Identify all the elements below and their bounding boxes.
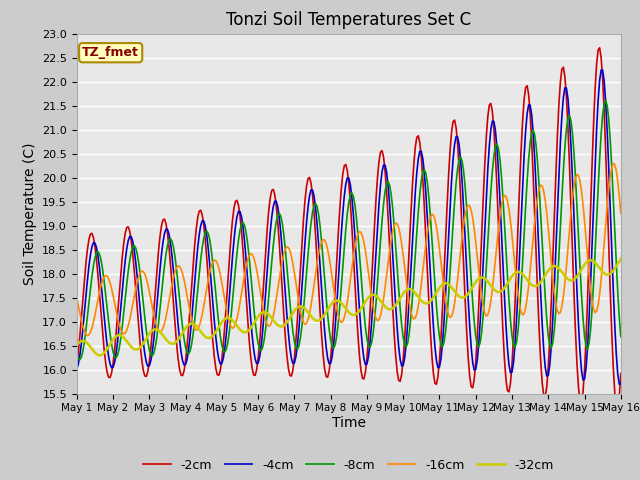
-32cm — [95, 352, 103, 358]
-4cm — [73, 366, 81, 372]
-32cm — [88, 346, 96, 352]
-16cm — [73, 295, 81, 301]
-16cm — [403, 277, 410, 283]
-8cm — [415, 209, 422, 215]
-32cm — [617, 256, 625, 262]
Legend: -2cm, -4cm, -8cm, -16cm, -32cm: -2cm, -4cm, -8cm, -16cm, -32cm — [138, 454, 559, 477]
-16cm — [90, 319, 97, 325]
-4cm — [550, 283, 558, 289]
Line: -2cm: -2cm — [77, 48, 621, 408]
-2cm — [413, 134, 420, 140]
-32cm — [176, 335, 184, 340]
-16cm — [84, 333, 92, 338]
-8cm — [76, 357, 84, 363]
-16cm — [609, 160, 617, 166]
-16cm — [415, 303, 422, 309]
-32cm — [384, 306, 392, 312]
-16cm — [176, 264, 184, 269]
-32cm — [552, 264, 559, 269]
-8cm — [617, 334, 625, 339]
-8cm — [552, 308, 559, 313]
Text: TZ_fmet: TZ_fmet — [82, 46, 139, 59]
-4cm — [88, 244, 96, 250]
-4cm — [617, 381, 625, 386]
Line: -32cm: -32cm — [77, 259, 621, 355]
-16cm — [617, 210, 625, 216]
-4cm — [597, 67, 605, 73]
-32cm — [415, 294, 422, 300]
-32cm — [403, 288, 410, 293]
Line: -16cm: -16cm — [77, 163, 621, 336]
-2cm — [614, 405, 621, 411]
Line: -8cm: -8cm — [77, 100, 621, 360]
-4cm — [401, 355, 408, 360]
-8cm — [384, 179, 392, 184]
-8cm — [73, 351, 81, 357]
-8cm — [176, 296, 184, 301]
-4cm — [413, 169, 420, 175]
Line: -4cm: -4cm — [77, 70, 621, 384]
-2cm — [88, 230, 96, 236]
-8cm — [403, 344, 410, 350]
-2cm — [617, 371, 625, 376]
-2cm — [174, 355, 182, 361]
-8cm — [602, 97, 609, 103]
-4cm — [616, 382, 623, 387]
-16cm — [384, 260, 392, 265]
Y-axis label: Soil Temperature (C): Soil Temperature (C) — [22, 143, 36, 285]
Title: Tonzi Soil Temperatures Set C: Tonzi Soil Temperatures Set C — [226, 11, 472, 29]
-32cm — [73, 342, 81, 348]
-4cm — [174, 321, 182, 327]
-8cm — [90, 263, 97, 269]
-2cm — [383, 189, 390, 194]
-16cm — [552, 300, 559, 306]
-2cm — [73, 362, 81, 368]
-2cm — [401, 335, 408, 340]
X-axis label: Time: Time — [332, 416, 366, 430]
-4cm — [383, 169, 390, 175]
-2cm — [596, 45, 604, 51]
-2cm — [550, 215, 558, 221]
